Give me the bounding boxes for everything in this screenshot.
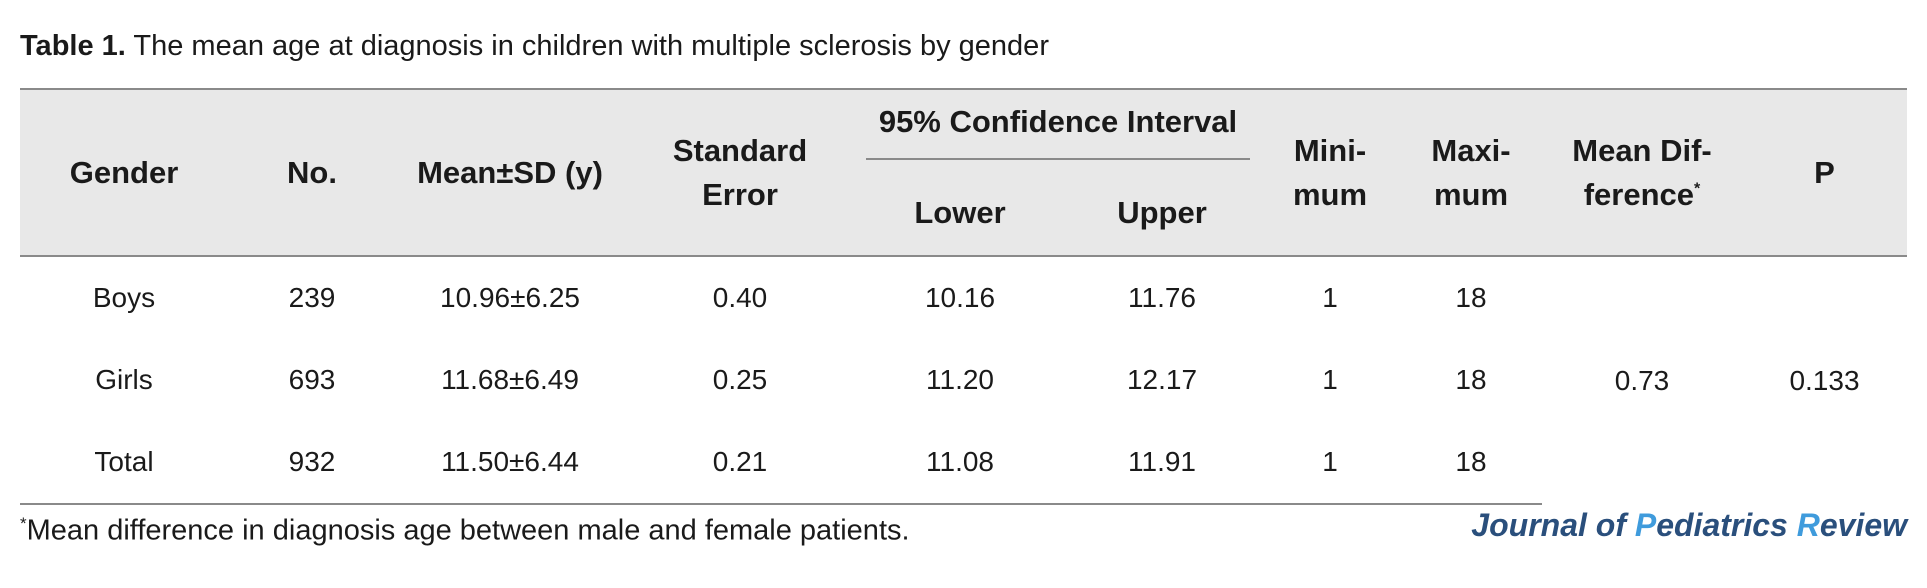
cell-gender: Total xyxy=(20,421,228,505)
header-no: No. xyxy=(228,89,396,257)
cell-minimum: 1 xyxy=(1322,282,1338,313)
cell-standard-error: 0.25 xyxy=(712,364,768,395)
header-minimum-line1: Mini- xyxy=(1293,132,1367,168)
header-maximum: Maxi- mum xyxy=(1400,89,1542,257)
cell-mean-sd: 10.96±6.25 xyxy=(440,282,580,313)
cell-maximum: 18 xyxy=(1400,421,1542,505)
journal-logo-r-letter: R xyxy=(1796,507,1820,543)
journal-logo-p-letter: P xyxy=(1634,507,1657,543)
header-p: P xyxy=(1742,89,1907,257)
cell-ci-lower: 10.16 xyxy=(924,282,996,313)
cell-ci-lower: 11.20 xyxy=(926,364,994,395)
header-confidence-interval-label: 95% Confidence Interval xyxy=(866,100,1250,160)
header-maximum-line1: Maxi- xyxy=(1431,132,1511,168)
header-ci-upper: Upper xyxy=(1064,170,1260,257)
cell-minimum: 1 xyxy=(1322,364,1338,395)
data-table: Gender No. Mean±SD (y) Standard Error 95… xyxy=(20,88,1907,505)
header-row-top: Gender No. Mean±SD (y) Standard Error 95… xyxy=(20,89,1907,257)
header-mean-difference: Mean Dif- ference* xyxy=(1542,89,1742,257)
cell-gender: Girls xyxy=(95,364,153,395)
table-caption: Table 1. The mean age at diagnosis in ch… xyxy=(20,30,1049,63)
cell-mean-difference: 0.73 xyxy=(1614,364,1670,396)
table-row-girls: Girls 693 11.68±6.49 0.25 11.20 12.17 1 … xyxy=(20,339,1907,421)
caption-text: The mean age at diagnosis in children wi… xyxy=(125,30,1049,62)
footnote-text: Mean difference in diagnosis age between… xyxy=(26,514,910,547)
header-mean-sd: Mean±SD (y) xyxy=(396,89,624,257)
journal-logo-part2: ediatrics xyxy=(1656,507,1797,543)
table-row-boys: Boys 239 10.96±6.25 0.40 10.16 11.76 1 1… xyxy=(20,256,1907,396)
header-standard-error-line2: Error xyxy=(702,176,778,212)
cell-maximum: 18 xyxy=(1455,282,1487,313)
data-table-container: Gender No. Mean±SD (y) Standard Error 95… xyxy=(20,88,1907,505)
cell-ci-upper: 11.76 xyxy=(1128,282,1196,313)
cell-no: 239 xyxy=(288,282,336,313)
cell-no: 932 xyxy=(228,421,396,505)
journal-logo-part1: Journal of xyxy=(1471,507,1635,543)
cell-standard-error: 0.40 xyxy=(712,282,768,313)
header-mean-difference-line2: ference xyxy=(1583,176,1695,212)
cell-maximum: 18 xyxy=(1455,364,1487,395)
cell-minimum: 1 xyxy=(1260,421,1400,505)
cell-mean-sd: 11.68±6.49 xyxy=(441,364,579,395)
cell-ci-lower: 11.08 xyxy=(856,421,1064,505)
cell-ci-upper: 11.91 xyxy=(1064,421,1260,505)
header-mean-difference-marker: * xyxy=(1694,180,1701,198)
caption-label: Table 1. xyxy=(20,30,126,62)
header-mean-difference-line1: Mean Dif- xyxy=(1572,132,1712,168)
header-minimum-line2: mum xyxy=(1292,176,1368,212)
table-row-total: Total 932 11.50±6.44 0.21 11.08 11.91 1 … xyxy=(20,421,1907,505)
cell-ci-upper: 12.17 xyxy=(1126,364,1198,395)
cell-mean-sd: 11.50±6.44 xyxy=(396,421,624,505)
header-gender: Gender xyxy=(20,89,228,257)
cell-standard-error: 0.21 xyxy=(624,421,856,505)
cell-gender: Boys xyxy=(92,282,156,313)
table-footnote: *Mean difference in diagnosis age betwee… xyxy=(20,514,910,548)
header-ci-lower: Lower xyxy=(856,170,1064,257)
journal-logo: Journal of Pediatrics Review xyxy=(1471,507,1907,544)
journal-logo-part3: eview xyxy=(1819,507,1907,543)
footnote-marker: * xyxy=(20,514,27,533)
header-row-bottom: Lower Upper xyxy=(20,170,1907,257)
header-minimum: Mini- mum xyxy=(1260,89,1400,257)
cell-no: 693 xyxy=(288,364,336,395)
header-confidence-interval: 95% Confidence Interval xyxy=(856,89,1260,170)
cell-p-value: 0.133 xyxy=(1789,364,1860,396)
header-standard-error: Standard Error xyxy=(624,89,856,257)
header-maximum-line2: mum xyxy=(1433,176,1509,212)
header-standard-error-line1: Standard xyxy=(672,132,808,168)
